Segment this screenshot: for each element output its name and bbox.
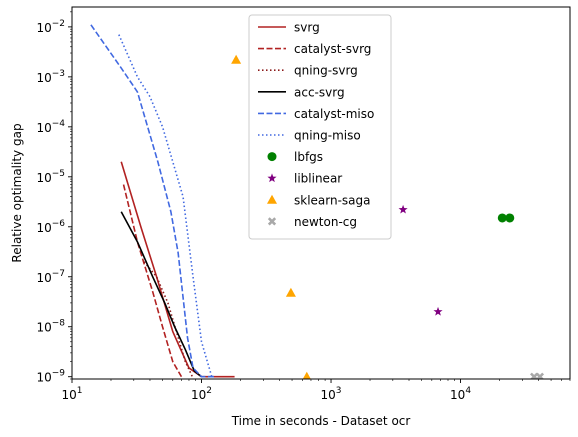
data-point-sklearn-saga xyxy=(285,287,296,297)
data-point-liblinear xyxy=(398,204,408,214)
legend-swatch-lbfgs xyxy=(267,152,277,162)
legend-swatch-liblinear xyxy=(267,173,277,183)
ticks-layer: 101 102 103 104 10−9 10−8 10−7 10−6 10−5 10−4 10−3… xyxy=(36,11,571,402)
series-line-acc-svrg xyxy=(120,211,203,378)
data-point-sklearn-saga xyxy=(302,371,311,379)
x-tick-label: 104 xyxy=(450,386,471,402)
series-line-catalyst-miso xyxy=(90,24,217,378)
legend: svrg catalyst-svrg qning-svrg acc-svrg catal… xyxy=(248,14,392,240)
y-tick-label: 10−8 xyxy=(36,319,65,335)
y-tick-label: 10−3 xyxy=(36,69,65,85)
legend-label-acc-svrg: acc-svrg xyxy=(294,85,345,99)
plot-frame xyxy=(71,6,571,380)
legend-label-newton-cg: newton-cg xyxy=(294,215,357,229)
legend-label-lbfgs: lbfgs xyxy=(294,150,323,164)
legend-box xyxy=(248,14,392,240)
data-point-lbfgs xyxy=(505,213,515,223)
x-tick-label: 102 xyxy=(191,386,212,402)
legend-label-liblinear: liblinear xyxy=(294,172,342,186)
x-tick-label: 101 xyxy=(61,386,82,402)
y-tick-label: 10−5 xyxy=(36,169,65,185)
x-tick-label: 103 xyxy=(321,386,342,402)
legend-label-qning-svrg: qning-svrg xyxy=(294,64,358,78)
series-line-svrg xyxy=(120,161,235,378)
data-point-sklearn-saga xyxy=(231,54,242,64)
series-line-qning-svrg xyxy=(143,261,194,378)
legend-swatch-newton-cg xyxy=(267,217,277,226)
y-tick-label: 10−2 xyxy=(36,19,65,35)
legend-label-sklearn-saga: sklearn-saga xyxy=(294,193,371,207)
legend-label-catalyst-miso: catalyst-miso xyxy=(294,107,374,121)
legend-label-qning-miso: qning-miso xyxy=(294,129,361,143)
x-axis-label: Time in seconds - Dataset ocr xyxy=(231,414,411,428)
y-tick-label: 10−7 xyxy=(36,269,65,285)
legend-swatch-sklearn-saga xyxy=(267,194,277,204)
series-line-catalyst-svrg xyxy=(122,184,183,378)
y-tick-label: 10−6 xyxy=(36,219,65,235)
data-point-liblinear xyxy=(433,306,443,316)
data-point-lbfgs xyxy=(497,213,507,223)
legend-label-catalyst-svrg: catalyst-svrg xyxy=(294,42,371,56)
series-layer xyxy=(90,24,545,379)
y-axis-label: Relative optimality gap xyxy=(10,123,24,262)
legend-label-svrg: svrg xyxy=(294,21,320,35)
y-tick-label: 10−9 xyxy=(36,369,65,385)
y-tick-label: 10−4 xyxy=(36,119,65,135)
